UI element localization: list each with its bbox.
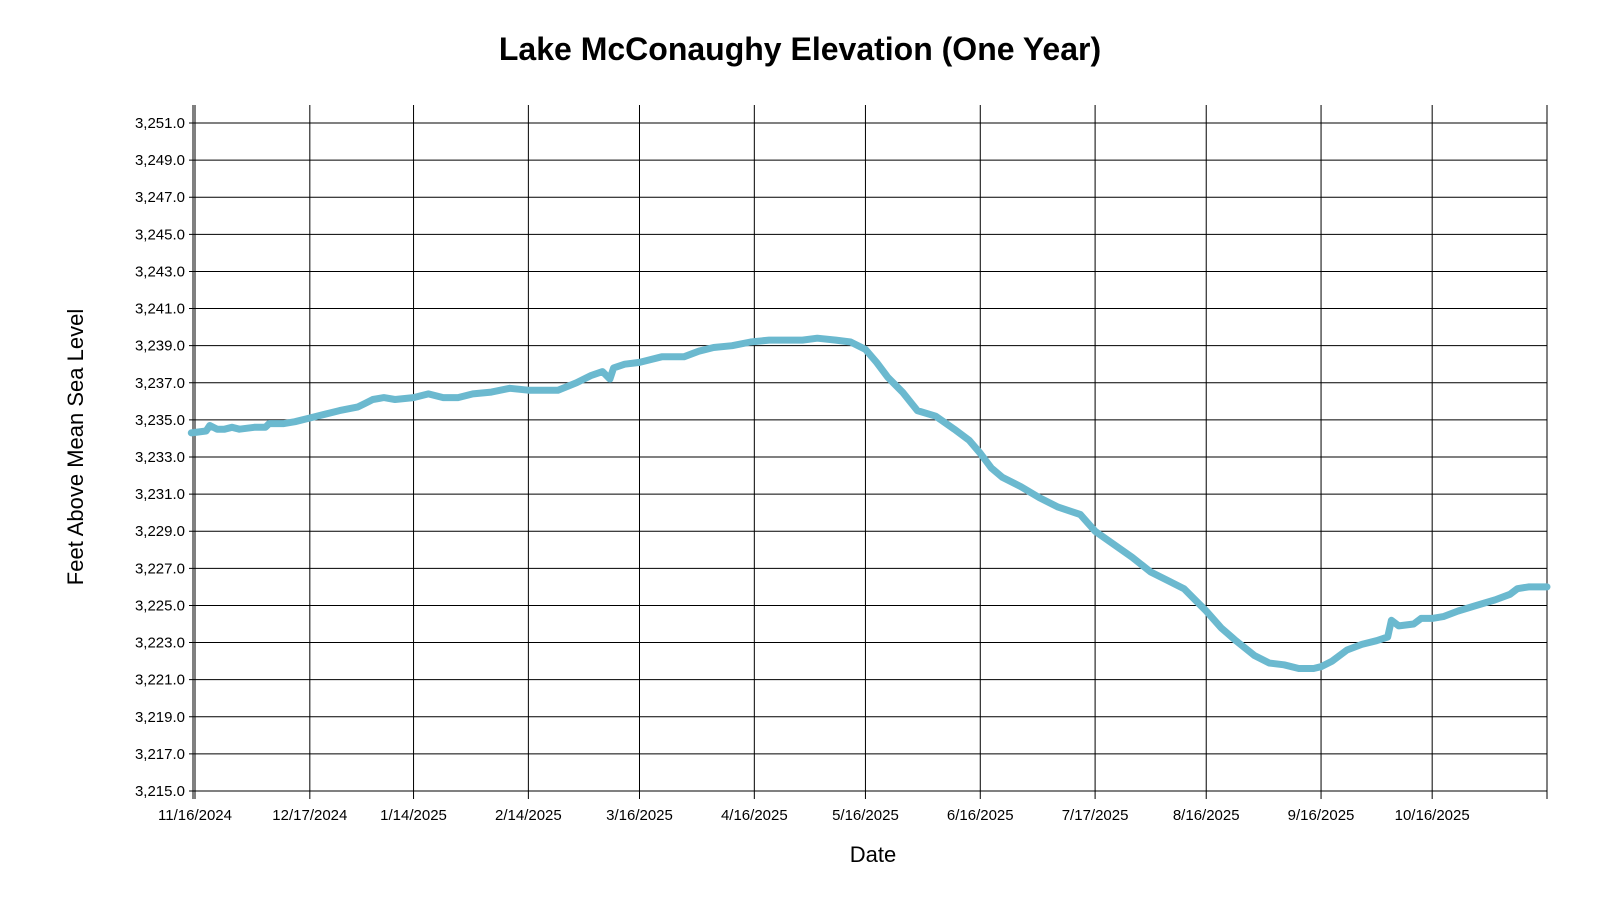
axis-layer: 3,215.0 3,217.0 3,219.0 3,221.0 3,223.0 3,225…	[135, 105, 1548, 824]
y-tick-label: 3,241.0	[135, 301, 185, 318]
x-tick-label: 1/14/2025	[380, 807, 447, 824]
y-tick-label: 3,223.0	[135, 635, 185, 652]
y-tick-label: 3,215.0	[135, 783, 185, 800]
x-tick-label: 8/16/2025	[1173, 807, 1240, 824]
x-tick-label: 3/16/2025	[606, 807, 673, 824]
x-tick-label: 7/17/2025	[1062, 807, 1129, 824]
y-tick-label: 3,233.0	[135, 449, 185, 466]
y-tick-label: 3,219.0	[135, 709, 185, 726]
y-tick-label: 3,235.0	[135, 412, 185, 429]
elevation-series-line	[187, 334, 1551, 672]
x-axis-label: Date	[850, 842, 896, 867]
y-tick-label: 3,231.0	[135, 486, 185, 503]
x-tick-label: 4/16/2025	[721, 807, 788, 824]
x-tick-label: 2/14/2025	[495, 807, 562, 824]
y-tick-label: 3,225.0	[135, 597, 185, 614]
series-layer	[187, 334, 1551, 672]
y-tick-label: 3,239.0	[135, 338, 185, 355]
grid-layer	[189, 105, 1547, 799]
x-tick-label: 9/16/2025	[1288, 807, 1355, 824]
y-tick-label: 3,227.0	[135, 560, 185, 577]
y-tick-label: 3,249.0	[135, 152, 185, 169]
y-tick-label: 3,237.0	[135, 375, 185, 392]
y-tick-label: 3,217.0	[135, 746, 185, 763]
y-tick-label: 3,245.0	[135, 226, 185, 243]
y-tick-label: 3,221.0	[135, 672, 185, 689]
y-axis-label: Feet Above Mean Sea Level	[63, 309, 88, 585]
y-tick-label: 3,243.0	[135, 263, 185, 280]
y-tick-label: 3,229.0	[135, 523, 185, 540]
y-tick-label: 3,247.0	[135, 189, 185, 206]
y-tick-label: 3,251.0	[135, 115, 185, 132]
x-tick-label: 12/17/2024	[272, 807, 347, 824]
x-tick-label: 6/16/2025	[947, 807, 1014, 824]
x-tick-label: 5/16/2025	[832, 807, 899, 824]
x-tick-label: 10/16/2025	[1395, 807, 1470, 824]
x-tick-label: 11/16/2024	[158, 807, 232, 824]
chart-title: Lake McConaughy Elevation (One Year)	[499, 31, 1101, 67]
